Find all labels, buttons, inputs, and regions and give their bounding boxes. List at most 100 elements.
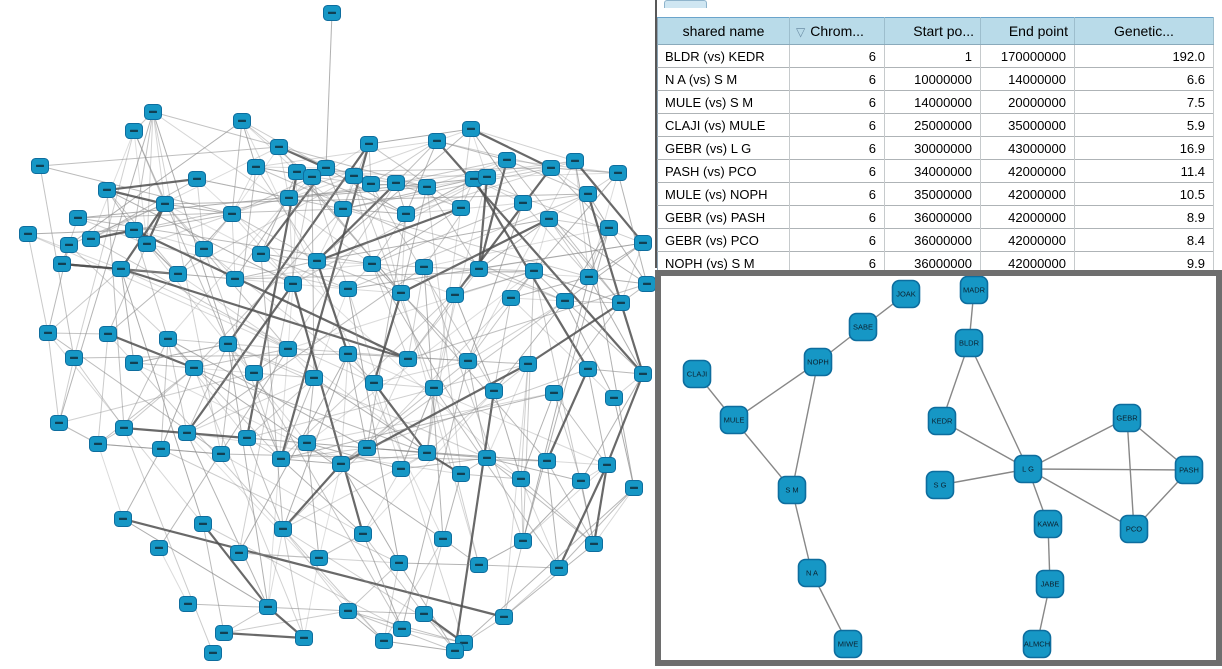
table-cell[interactable]: 25000000 <box>884 113 981 137</box>
network-node[interactable] <box>579 186 597 202</box>
network-node[interactable] <box>566 153 584 169</box>
table-cell[interactable]: 6 <box>789 159 885 183</box>
network-node[interactable] <box>252 246 270 262</box>
network-node[interactable] <box>392 461 410 477</box>
network-node-claji[interactable]: CLAJI <box>682 359 712 389</box>
table-cell[interactable]: 6 <box>789 44 885 68</box>
network-node[interactable] <box>580 269 598 285</box>
network-node[interactable] <box>223 206 241 222</box>
network-node[interactable] <box>212 446 230 462</box>
network-node[interactable] <box>195 241 213 257</box>
network-node[interactable] <box>375 633 393 649</box>
table-row[interactable]: GEBR (vs) PASH 6 36000000 42000000 8.9 <box>657 205 1214 229</box>
network-node[interactable] <box>125 355 143 371</box>
table-row[interactable]: BLDR (vs) KEDR 6 1 170000000 192.0 <box>657 44 1214 68</box>
network-node[interactable] <box>345 168 363 184</box>
network-node[interactable] <box>215 625 233 641</box>
network-node[interactable] <box>185 360 203 376</box>
network-node[interactable] <box>305 370 323 386</box>
network-node[interactable] <box>226 271 244 287</box>
network-node[interactable] <box>360 136 378 152</box>
table-cell[interactable]: 6 <box>789 228 885 252</box>
network-node[interactable] <box>446 643 464 659</box>
table-cell[interactable]: MULE (vs) S M <box>657 90 790 114</box>
network-node[interactable] <box>415 606 433 622</box>
table-cell[interactable]: 42000000 <box>980 159 1075 183</box>
network-node[interactable] <box>512 471 530 487</box>
network-node[interactable] <box>470 261 488 277</box>
network-node[interactable] <box>446 287 464 303</box>
network-node[interactable] <box>219 336 237 352</box>
table-cell[interactable]: 42000000 <box>980 182 1075 206</box>
network-node[interactable] <box>585 536 603 552</box>
network-node-noph[interactable]: NOPH <box>803 347 833 377</box>
table-cell[interactable]: 42000000 <box>980 205 1075 229</box>
table-cell[interactable]: 14000000 <box>884 90 981 114</box>
table-cell[interactable]: GEBR (vs) PCO <box>657 228 790 252</box>
network-node[interactable] <box>89 436 107 452</box>
network-node[interactable] <box>598 457 616 473</box>
table-cell[interactable]: 10000000 <box>884 67 981 91</box>
network-node[interactable] <box>82 231 100 247</box>
network-node-s-g[interactable]: S G <box>925 470 955 500</box>
network-node[interactable] <box>495 609 513 625</box>
network-node-gebr[interactable]: GEBR <box>1112 403 1142 433</box>
network-node-kawa[interactable]: KAWA <box>1033 509 1063 539</box>
table-cell[interactable]: 6 <box>789 205 885 229</box>
table-row[interactable]: PASH (vs) PCO 6 34000000 42000000 11.4 <box>657 159 1214 183</box>
network-node[interactable] <box>194 516 212 532</box>
network-node[interactable] <box>156 196 174 212</box>
network-node[interactable] <box>638 276 656 292</box>
network-node[interactable] <box>339 346 357 362</box>
network-node-bldr[interactable]: BLDR <box>954 328 984 358</box>
table-cell[interactable]: BLDR (vs) KEDR <box>657 44 790 68</box>
table-cell[interactable]: 6 <box>789 182 885 206</box>
network-node-almch[interactable]: ALMCH <box>1022 629 1052 659</box>
network-node[interactable] <box>317 160 335 176</box>
network-node[interactable] <box>159 331 177 347</box>
network-node[interactable] <box>605 390 623 406</box>
table-cell[interactable]: 11.4 <box>1074 159 1214 183</box>
network-node[interactable] <box>114 511 132 527</box>
network-node[interactable] <box>625 480 643 496</box>
network-node[interactable] <box>238 430 256 446</box>
table-cell[interactable]: 170000000 <box>980 44 1075 68</box>
network-node[interactable] <box>612 295 630 311</box>
network-node[interactable] <box>60 237 78 253</box>
network-node-joak[interactable]: JOAK <box>891 279 921 309</box>
network-node[interactable] <box>634 366 652 382</box>
network-node[interactable] <box>452 200 470 216</box>
network-node-kedr[interactable]: KEDR <box>927 406 957 436</box>
table-cell[interactable]: N A (vs) S M <box>657 67 790 91</box>
network-node[interactable] <box>169 266 187 282</box>
table-cell[interactable]: 36000000 <box>884 205 981 229</box>
network-node[interactable] <box>339 281 357 297</box>
table-cell[interactable]: 7.5 <box>1074 90 1214 114</box>
network-node[interactable] <box>230 545 248 561</box>
network-node[interactable] <box>99 326 117 342</box>
table-row[interactable]: GEBR (vs) L G 6 30000000 43000000 16.9 <box>657 136 1214 160</box>
network-node[interactable] <box>556 293 574 309</box>
table-cell[interactable]: 42000000 <box>980 228 1075 252</box>
network-node[interactable] <box>519 356 537 372</box>
network-node[interactable] <box>550 560 568 576</box>
table-cell[interactable]: 42000000 <box>980 251 1075 275</box>
network-node-n-a[interactable]: N A <box>797 558 827 588</box>
network-node[interactable] <box>65 350 83 366</box>
network-node[interactable] <box>514 195 532 211</box>
network-node[interactable] <box>538 453 556 469</box>
table-cell[interactable]: 192.0 <box>1074 44 1214 68</box>
network-node[interactable] <box>428 133 446 149</box>
table-cell[interactable]: PASH (vs) PCO <box>657 159 790 183</box>
table-cell[interactable]: CLAJI (vs) MULE <box>657 113 790 137</box>
network-node[interactable] <box>600 220 618 236</box>
network-node[interactable] <box>415 259 433 275</box>
network-node-pco[interactable]: PCO <box>1119 514 1149 544</box>
table-cell[interactable]: 30000000 <box>884 136 981 160</box>
network-node[interactable] <box>418 445 436 461</box>
network-node[interactable] <box>280 190 298 206</box>
network-node[interactable] <box>323 5 341 21</box>
network-node[interactable] <box>144 104 162 120</box>
network-node[interactable] <box>125 123 143 139</box>
network-node[interactable] <box>459 353 477 369</box>
